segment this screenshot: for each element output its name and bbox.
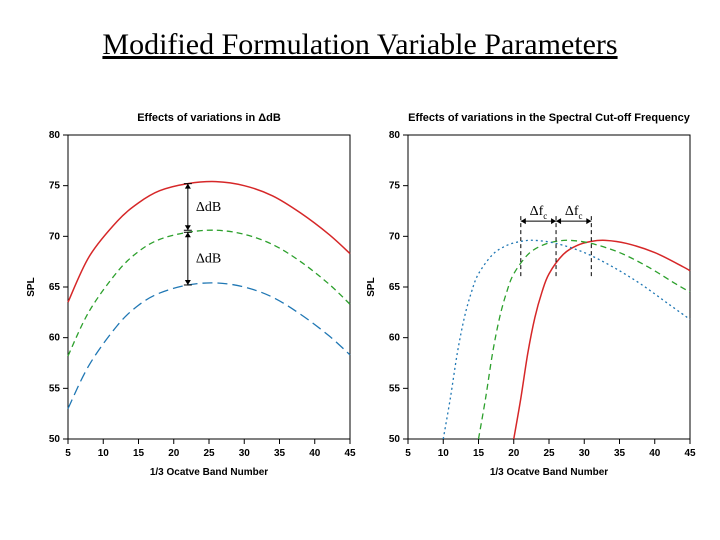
svg-text:75: 75 xyxy=(49,181,61,192)
svg-text:75: 75 xyxy=(389,181,401,192)
svg-text:5: 5 xyxy=(65,448,71,459)
svg-text:35: 35 xyxy=(614,448,626,459)
svg-text:70: 70 xyxy=(389,231,401,242)
left-panel: Effects of variations in ΔdB 5 10 15 20 25 30 3… xyxy=(20,105,360,485)
svg-text:15: 15 xyxy=(473,448,485,459)
curve-b xyxy=(479,240,691,439)
curve-c xyxy=(443,240,690,439)
curve-a xyxy=(514,240,690,439)
svg-text:SPL: SPL xyxy=(26,277,37,296)
svg-text:30: 30 xyxy=(239,448,251,459)
svg-text:25: 25 xyxy=(203,448,215,459)
svg-text:5: 5 xyxy=(405,448,411,459)
svg-text:65: 65 xyxy=(49,282,61,293)
svg-text:Effects of variations in ΔdB: Effects of variations in ΔdB xyxy=(137,112,281,124)
svg-text:35: 35 xyxy=(274,448,286,459)
svg-text:55: 55 xyxy=(49,383,61,394)
svg-text:45: 45 xyxy=(344,448,356,459)
svg-text:50: 50 xyxy=(49,434,61,445)
svg-text:ΔdB: ΔdB xyxy=(196,200,221,215)
svg-text:10: 10 xyxy=(98,448,110,459)
svg-text:Δfc: Δfc xyxy=(565,204,583,221)
svg-text:60: 60 xyxy=(49,333,61,344)
svg-text:55: 55 xyxy=(389,383,401,394)
svg-text:15: 15 xyxy=(133,448,145,459)
slide-root: Modified Formulation Variable Parameters… xyxy=(0,0,720,540)
svg-text:25: 25 xyxy=(543,448,555,459)
svg-text:10: 10 xyxy=(438,448,450,459)
slide-title: Modified Formulation Variable Parameters xyxy=(40,28,680,62)
svg-text:40: 40 xyxy=(309,448,321,459)
svg-text:1/3 Ocatve Band Number: 1/3 Ocatve Band Number xyxy=(490,467,608,478)
svg-text:30: 30 xyxy=(579,448,591,459)
right-chart-svg: Effects of variations in the Spectral Cu… xyxy=(360,105,700,485)
left-chart-svg: Effects of variations in ΔdB 5 10 15 20 25 30 3… xyxy=(20,105,360,485)
svg-text:65: 65 xyxy=(389,282,401,293)
svg-text:SPL: SPL xyxy=(366,277,377,296)
svg-text:20: 20 xyxy=(508,448,520,459)
right-panel: Effects of variations in the Spectral Cu… xyxy=(360,105,700,485)
svg-text:70: 70 xyxy=(49,231,61,242)
svg-text:20: 20 xyxy=(168,448,180,459)
svg-text:Effects of variations in the S: Effects of variations in the Spectral Cu… xyxy=(408,112,691,124)
charts-row: Effects of variations in ΔdB 5 10 15 20 25 30 3… xyxy=(20,105,700,485)
svg-text:45: 45 xyxy=(684,448,696,459)
svg-text:80: 80 xyxy=(389,130,401,141)
svg-text:40: 40 xyxy=(649,448,661,459)
svg-text:60: 60 xyxy=(389,333,401,344)
svg-text:50: 50 xyxy=(389,434,401,445)
curve-b xyxy=(68,230,350,356)
svg-text:Δfc: Δfc xyxy=(530,204,548,221)
svg-text:1/3 Ocatve Band Number: 1/3 Ocatve Band Number xyxy=(150,467,268,478)
curve-c xyxy=(68,283,350,409)
svg-text:80: 80 xyxy=(49,130,61,141)
svg-text:ΔdB: ΔdB xyxy=(196,252,221,267)
